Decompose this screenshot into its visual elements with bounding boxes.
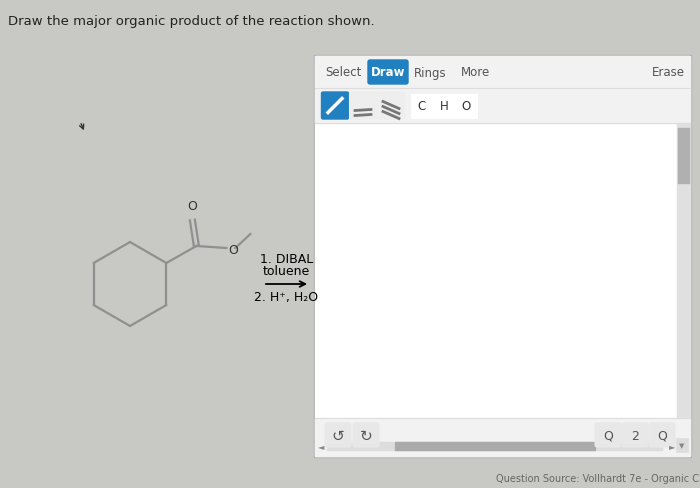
Bar [433, 94, 455, 118]
Text: O: O [461, 100, 470, 113]
Text: 2: 2 [631, 428, 639, 442]
Text: ▼: ▼ [679, 442, 685, 448]
Text: Draw: Draw [371, 66, 405, 80]
Bar [315, 89, 690, 124]
Bar [678, 129, 689, 183]
Text: Question Source: Vollhardt 7e - Organic C: Question Source: Vollhardt 7e - Organic … [496, 473, 699, 483]
Bar [676, 438, 688, 452]
Text: Q: Q [657, 428, 667, 442]
Text: O: O [228, 243, 238, 256]
FancyBboxPatch shape [377, 93, 405, 120]
Text: ►: ► [668, 442, 676, 450]
Text: 1. DIBAL: 1. DIBAL [260, 252, 313, 265]
Bar [314, 56, 691, 457]
Bar [395, 442, 595, 450]
Text: Q: Q [603, 428, 613, 442]
Bar [455, 94, 477, 118]
FancyBboxPatch shape [325, 423, 351, 447]
Text: Rings: Rings [414, 66, 447, 80]
Text: More: More [461, 66, 489, 80]
Text: ↺: ↺ [332, 427, 344, 443]
FancyBboxPatch shape [622, 423, 648, 447]
FancyBboxPatch shape [368, 61, 408, 85]
Text: O: O [188, 200, 197, 213]
Bar [411, 94, 433, 118]
Text: ◄: ◄ [318, 442, 324, 450]
Bar [315, 418, 690, 456]
Text: Draw the major organic product of the reaction shown.: Draw the major organic product of the re… [8, 15, 374, 28]
Text: ↻: ↻ [360, 427, 372, 443]
Bar [327, 442, 662, 450]
FancyBboxPatch shape [321, 93, 349, 120]
Text: C: C [418, 100, 426, 113]
Text: Erase: Erase [652, 66, 685, 80]
Text: H: H [440, 100, 449, 113]
Text: toluene: toluene [263, 264, 310, 278]
Text: Select: Select [325, 66, 361, 80]
FancyBboxPatch shape [349, 93, 377, 120]
Text: 2. H⁺, H₂O: 2. H⁺, H₂O [254, 290, 318, 304]
FancyBboxPatch shape [649, 423, 675, 447]
Bar [677, 124, 690, 418]
FancyBboxPatch shape [353, 423, 379, 447]
FancyBboxPatch shape [595, 423, 621, 447]
Bar [315, 57, 690, 89]
Bar [315, 57, 690, 456]
